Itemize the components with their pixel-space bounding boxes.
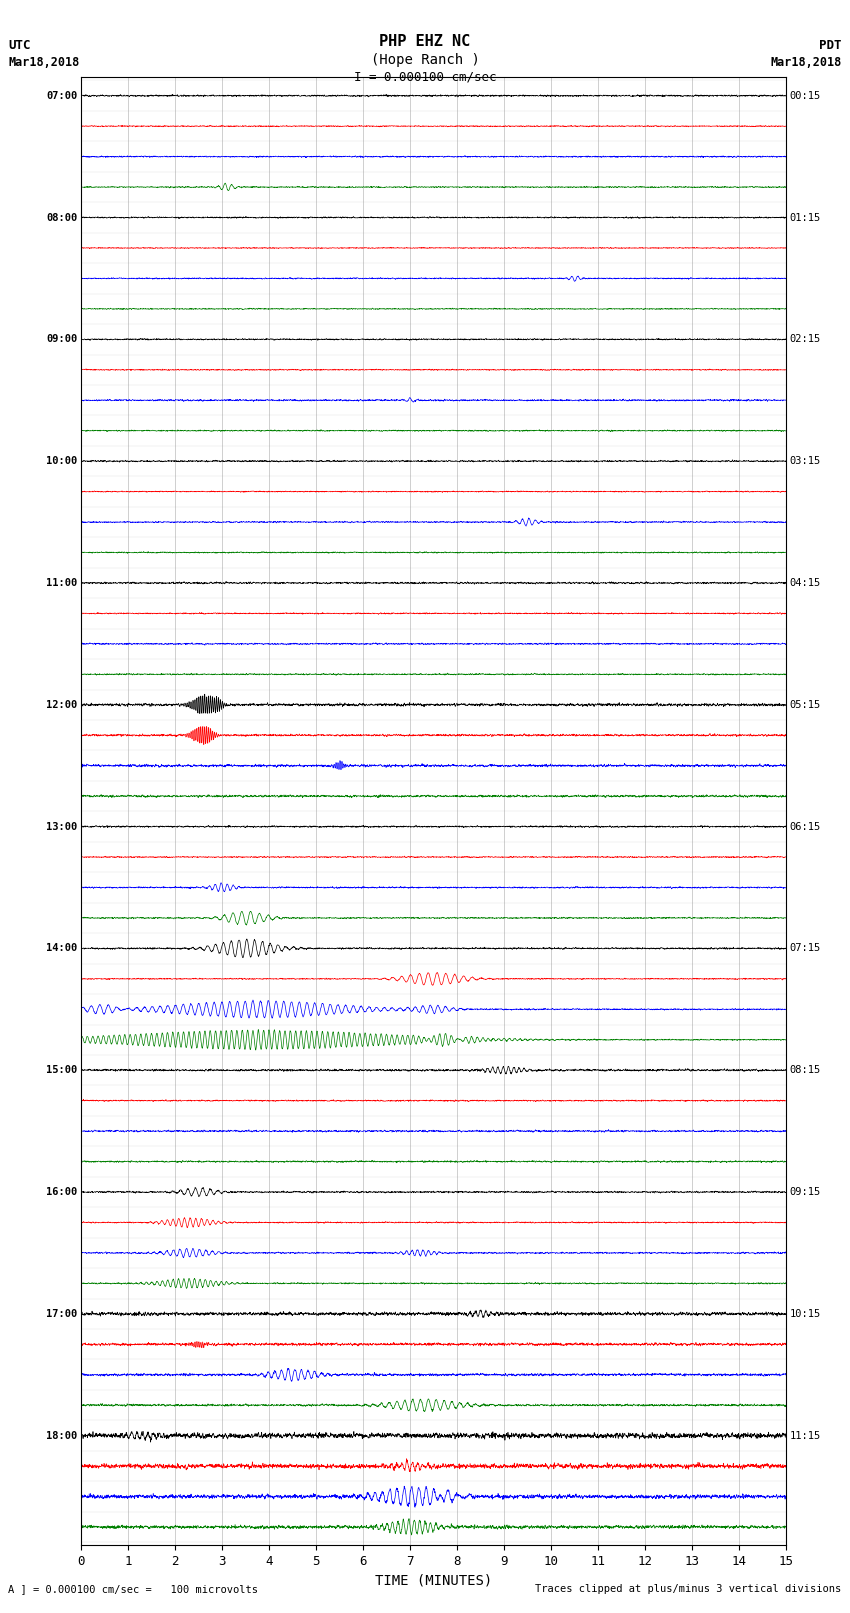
Text: 07:15: 07:15 [790,944,821,953]
Text: 09:15: 09:15 [790,1187,821,1197]
Text: 08:00: 08:00 [46,213,77,223]
Text: PDT: PDT [819,39,842,52]
Text: Traces clipped at plus/minus 3 vertical divisions: Traces clipped at plus/minus 3 vertical … [536,1584,842,1594]
Text: 12:00: 12:00 [46,700,77,710]
Text: 04:15: 04:15 [790,577,821,589]
Text: A ] = 0.000100 cm/sec =   100 microvolts: A ] = 0.000100 cm/sec = 100 microvolts [8,1584,258,1594]
Text: 03:15: 03:15 [790,456,821,466]
X-axis label: TIME (MINUTES): TIME (MINUTES) [375,1574,492,1587]
Text: 09:00: 09:00 [46,334,77,344]
Text: (Hope Ranch ): (Hope Ranch ) [371,53,479,68]
Text: UTC: UTC [8,39,31,52]
Text: 08:15: 08:15 [790,1065,821,1076]
Text: 00:15: 00:15 [790,90,821,100]
Text: 02:15: 02:15 [790,334,821,344]
Text: I = 0.000100 cm/sec: I = 0.000100 cm/sec [354,71,496,84]
Text: 11:15: 11:15 [790,1431,821,1440]
Text: 15:00: 15:00 [46,1065,77,1076]
Text: 16:00: 16:00 [46,1187,77,1197]
Text: 11:00: 11:00 [46,577,77,589]
Text: 10:15: 10:15 [790,1308,821,1319]
Text: PHP EHZ NC: PHP EHZ NC [379,34,471,48]
Text: 07:00: 07:00 [46,90,77,100]
Text: Mar18,2018: Mar18,2018 [770,56,842,69]
Text: 18:00: 18:00 [46,1431,77,1440]
Text: 14:00: 14:00 [46,944,77,953]
Text: 13:00: 13:00 [46,821,77,832]
Text: 06:15: 06:15 [790,821,821,832]
Text: 05:15: 05:15 [790,700,821,710]
Text: 10:00: 10:00 [46,456,77,466]
Text: 17:00: 17:00 [46,1308,77,1319]
Text: 01:15: 01:15 [790,213,821,223]
Text: Mar18,2018: Mar18,2018 [8,56,80,69]
